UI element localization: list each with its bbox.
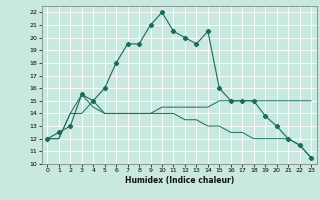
X-axis label: Humidex (Indice chaleur): Humidex (Indice chaleur) [124,176,234,185]
